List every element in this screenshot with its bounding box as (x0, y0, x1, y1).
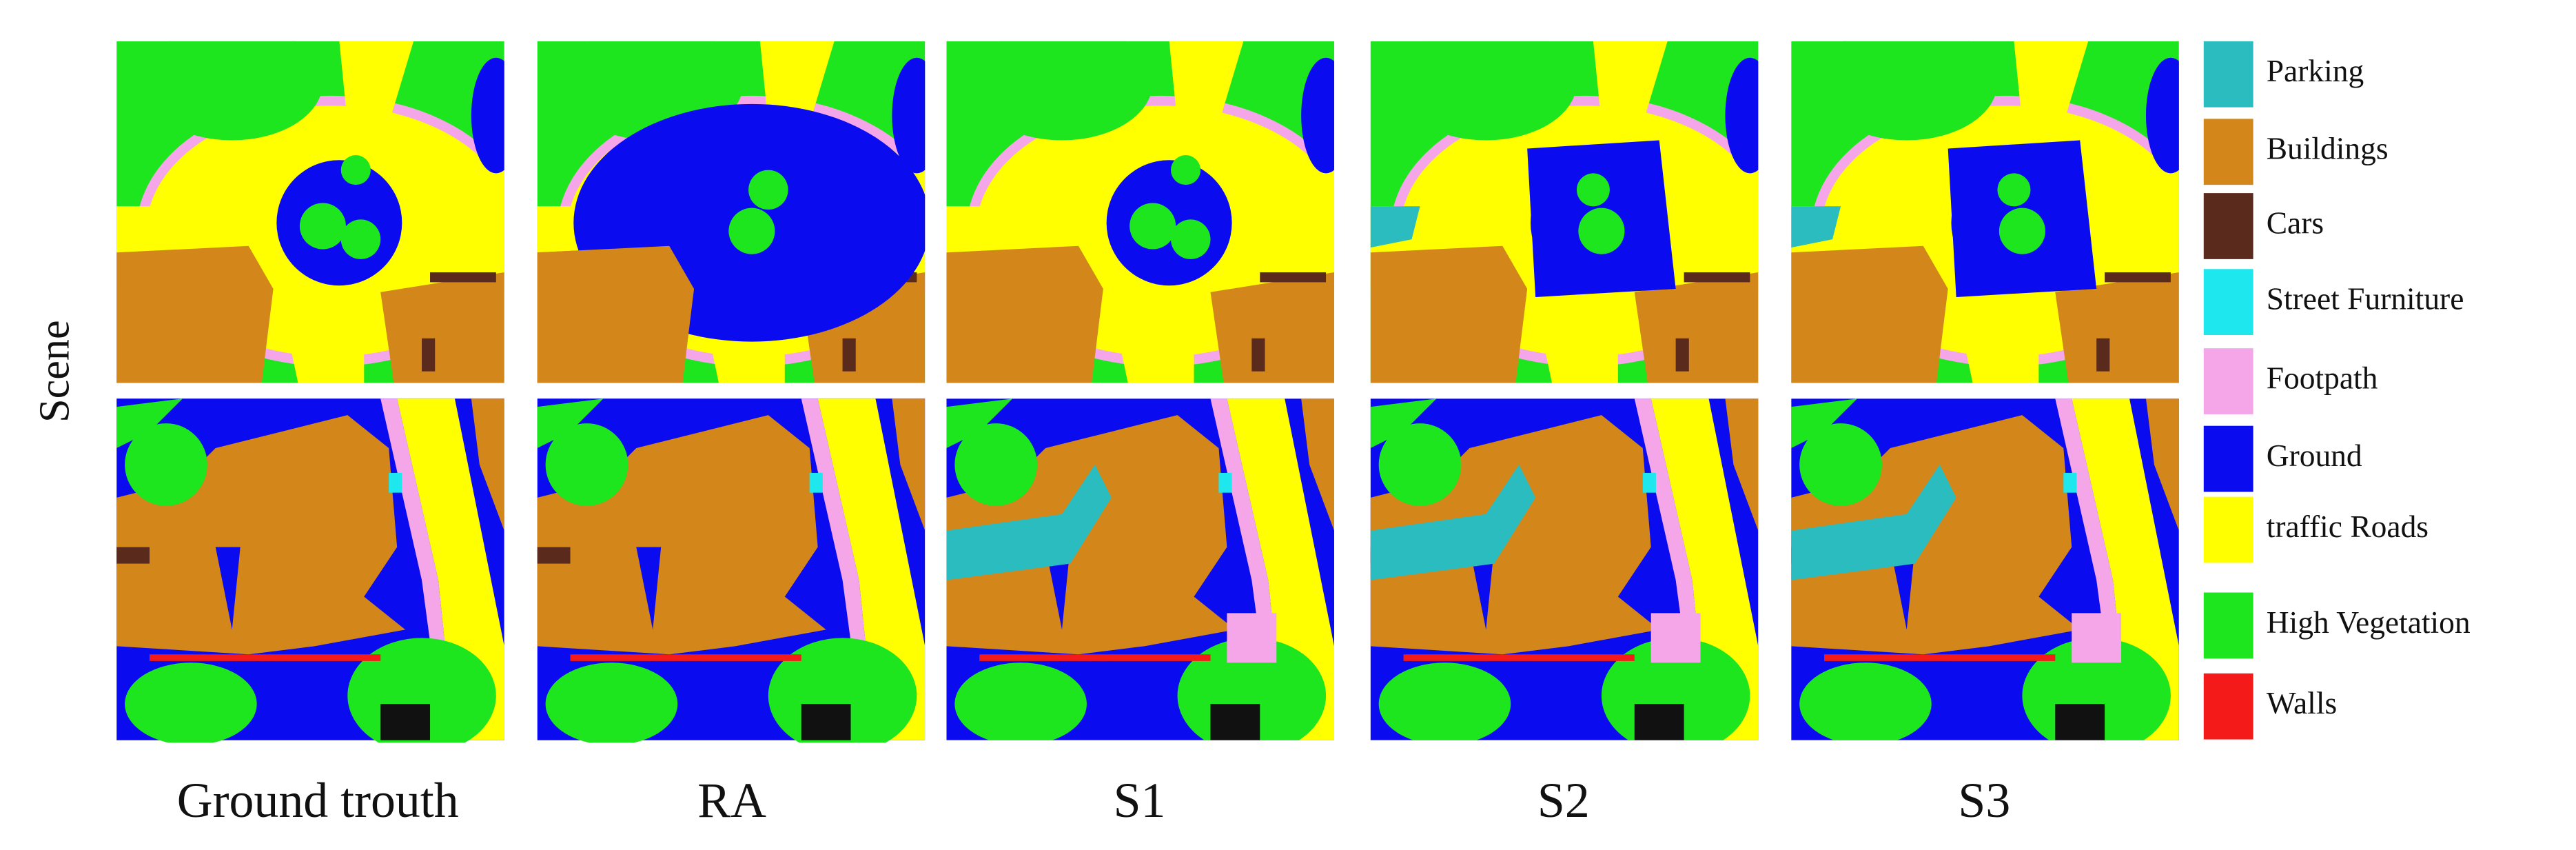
legend-swatch (2203, 269, 2253, 336)
segmentation-map (946, 398, 1334, 753)
legend-label: Footpath (2267, 360, 2378, 395)
segmentation-map (116, 41, 504, 383)
legend-swatch (2203, 673, 2253, 740)
legend-swatch (2203, 193, 2253, 259)
row-label: Scene (32, 320, 79, 423)
legend-label: High Vegetation (2267, 605, 2471, 640)
legend-label: Street Furniture (2267, 281, 2464, 316)
legend-swatch (2203, 348, 2253, 414)
panels (116, 25, 2200, 753)
legend-label: Buildings (2267, 131, 2389, 166)
segmentation-map (116, 398, 504, 743)
segmentation-map (946, 41, 1335, 383)
legend: Parking Buildings Cars Street Furniture Foot… (2203, 41, 2471, 740)
legend-label: Ground (2267, 438, 2362, 473)
segmentation-map (537, 398, 926, 743)
column-label: RA (697, 773, 766, 828)
legend-swatch (2203, 41, 2253, 108)
legend-swatch (2203, 592, 2253, 659)
legend-label: traffic Roads (2267, 509, 2429, 544)
segmentation-map (1371, 25, 1780, 383)
legend-swatch (2203, 425, 2253, 492)
segmentation-map (1371, 398, 1759, 753)
column-label: Ground trouth (177, 773, 459, 828)
segmentation-map (1791, 25, 2200, 383)
legend-swatch (2203, 496, 2253, 563)
legend-swatch (2203, 119, 2253, 185)
segmentation-map (1791, 398, 2179, 753)
column-label: S3 (1958, 773, 2010, 828)
legend-label: Cars (2267, 205, 2324, 240)
column-label: S1 (1114, 773, 1166, 828)
segmentation-map (538, 25, 947, 383)
column-label: S2 (1537, 773, 1590, 828)
legend-label: Walls (2267, 685, 2337, 720)
legend-label: Parking (2267, 53, 2364, 88)
